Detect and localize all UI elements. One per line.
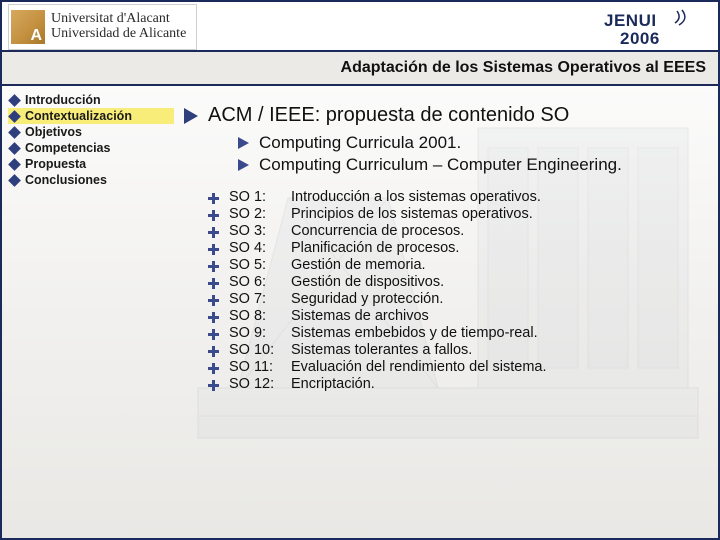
so-code: SO 12: (229, 376, 281, 392)
so-list-row: SO 7: Seguridad y protección. (208, 291, 702, 307)
so-text: Sistemas de archivos (291, 308, 429, 324)
slide-frame: Universitat d'Alacant Universidad de Ali… (0, 0, 720, 540)
so-code: SO 11: (229, 359, 281, 375)
sidebar-nav: Introducción Contextualización Objetivos Co… (2, 88, 178, 538)
sidebar-item-label: Propuesta (25, 157, 86, 171)
cross-bullet-icon (208, 244, 219, 255)
so-list-row: SO 11: Evaluación del rendimiento del sis… (208, 359, 702, 375)
university-line1: Universitat d'Alacant (51, 12, 186, 27)
arrow-bullet-icon (184, 108, 198, 124)
so-code: SO 3: (229, 223, 281, 239)
sidebar-item-label: Contextualización (25, 109, 132, 123)
university-name: Universitat d'Alacant Universidad de Ali… (51, 12, 186, 41)
sidebar-item[interactable]: Introducción (8, 92, 174, 108)
sidebar-item[interactable]: Propuesta (8, 156, 174, 172)
so-text: Encriptación. (291, 376, 375, 392)
so-code: SO 10: (229, 342, 281, 358)
so-code: SO 7: (229, 291, 281, 307)
main-title: ACM / IEEE: propuesta de contenido SO (208, 104, 569, 127)
sidebar-item-label: Competencias (25, 141, 110, 155)
cross-bullet-icon (208, 312, 219, 323)
main-content: ACM / IEEE: propuesta de contenido SO Co… (184, 104, 702, 392)
conference-logo-icon: JENUI 2006 (602, 7, 712, 47)
header-top-row: Universitat d'Alacant Universidad de Ali… (2, 2, 718, 50)
so-code: SO 6: (229, 274, 281, 290)
svg-text:JENUI: JENUI (604, 11, 657, 30)
subpoint-row: Computing Curriculum – Computer Engineer… (238, 155, 702, 175)
slide-subtitle: Adaptación de los Sistemas Operativos al… (341, 59, 706, 77)
sidebar-item-label: Objetivos (25, 125, 82, 139)
cross-bullet-icon (208, 295, 219, 306)
so-code: SO 4: (229, 240, 281, 256)
diamond-bullet-icon (8, 142, 21, 155)
so-list-row: SO 5: Gestión de memoria. (208, 257, 702, 273)
sidebar-item[interactable]: Competencias (8, 140, 174, 156)
arrow-bullet-small-icon (238, 137, 249, 149)
diamond-bullet-icon (8, 158, 21, 171)
main-content-area: ACM / IEEE: propuesta de contenido SO Co… (178, 88, 718, 538)
university-line2: Universidad de Alicante (51, 27, 186, 42)
university-mark-icon (11, 10, 45, 44)
so-code: SO 5: (229, 257, 281, 273)
so-text: Sistemas embebidos y de tiempo-real. (291, 325, 538, 341)
so-code: SO 2: (229, 206, 281, 222)
so-text: Principios de los sistemas operativos. (291, 206, 533, 222)
so-text: Seguridad y protección. (291, 291, 443, 307)
cross-bullet-icon (208, 380, 219, 391)
header-spacer (197, 4, 602, 50)
subpoint-text: Computing Curriculum – Computer Engineer… (259, 155, 622, 175)
so-list-row: SO 10: Sistemas tolerantes a fallos. (208, 342, 702, 358)
so-list-row: SO 12: Encriptación. (208, 376, 702, 392)
conference-logo: JENUI 2006 (602, 4, 712, 50)
sidebar-item[interactable]: Contextualización (8, 108, 174, 124)
diamond-bullet-icon (8, 174, 21, 187)
so-list-row: SO 8: Sistemas de archivos (208, 308, 702, 324)
cross-bullet-icon (208, 227, 219, 238)
sidebar-item-label: Introducción (25, 93, 101, 107)
so-text: Introducción a los sistemas operativos. (291, 189, 541, 205)
university-logo: Universitat d'Alacant Universidad de Ali… (8, 4, 197, 50)
arrow-bullet-small-icon (238, 159, 249, 171)
sidebar-item[interactable]: Conclusiones (8, 172, 174, 188)
so-text: Sistemas tolerantes a fallos. (291, 342, 472, 358)
cross-bullet-icon (208, 329, 219, 340)
sidebar-item[interactable]: Objetivos (8, 124, 174, 140)
so-code: SO 8: (229, 308, 281, 324)
cross-bullet-icon (208, 363, 219, 374)
so-code: SO 1: (229, 189, 281, 205)
main-title-row: ACM / IEEE: propuesta de contenido SO (184, 104, 702, 127)
cross-bullet-icon (208, 193, 219, 204)
svg-text:2006: 2006 (620, 29, 660, 47)
slide-body: Introducción Contextualización Objetivos Co… (2, 88, 718, 538)
so-text: Evaluación del rendimiento del sistema. (291, 359, 547, 375)
cross-bullet-icon (208, 210, 219, 221)
cross-bullet-icon (208, 278, 219, 289)
so-list: SO 1: Introducción a los sistemas operati… (208, 189, 702, 392)
cross-bullet-icon (208, 346, 219, 357)
so-text: Gestión de memoria. (291, 257, 426, 273)
subpoint-text: Computing Curricula 2001. (259, 133, 461, 153)
so-list-row: SO 3: Concurrencia de procesos. (208, 223, 702, 239)
so-list-row: SO 1: Introducción a los sistemas operati… (208, 189, 702, 205)
diamond-bullet-icon (8, 94, 21, 107)
subpoints-list: Computing Curricula 2001.Computing Curri… (238, 133, 702, 175)
so-text: Gestión de dispositivos. (291, 274, 444, 290)
diamond-bullet-icon (8, 110, 21, 123)
slide-header: Universitat d'Alacant Universidad de Ali… (2, 2, 718, 88)
subpoint-row: Computing Curricula 2001. (238, 133, 702, 153)
subtitle-bar: Adaptación de los Sistemas Operativos al… (2, 50, 718, 86)
sidebar-item-label: Conclusiones (25, 173, 107, 187)
so-list-row: SO 6: Gestión de dispositivos. (208, 274, 702, 290)
so-text: Planificación de procesos. (291, 240, 459, 256)
so-code: SO 9: (229, 325, 281, 341)
diamond-bullet-icon (8, 126, 21, 139)
so-text: Concurrencia de procesos. (291, 223, 464, 239)
so-list-row: SO 9: Sistemas embebidos y de tiempo-real… (208, 325, 702, 341)
so-list-row: SO 4: Planificación de procesos. (208, 240, 702, 256)
cross-bullet-icon (208, 261, 219, 272)
so-list-row: SO 2: Principios de los sistemas operativ… (208, 206, 702, 222)
